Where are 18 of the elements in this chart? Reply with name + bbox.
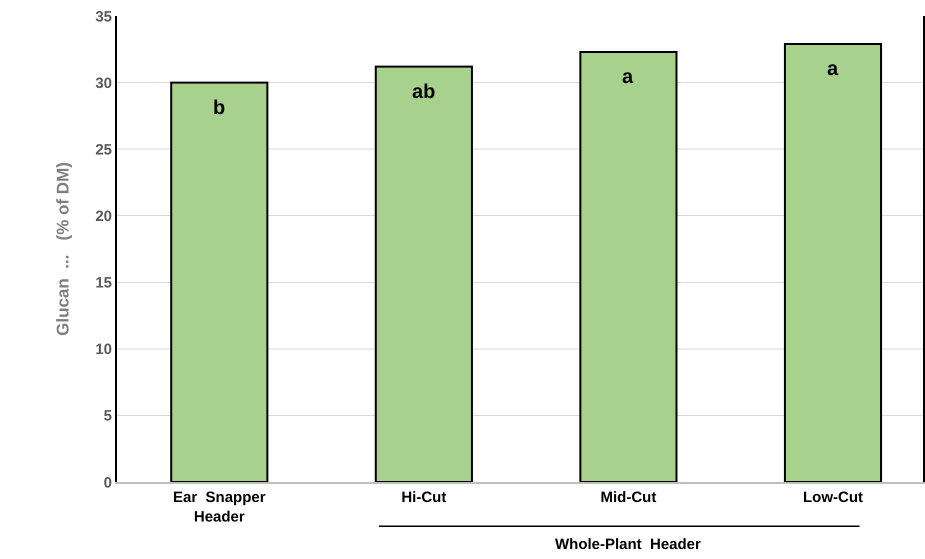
annotation: ab: [412, 81, 436, 103]
annotation: a: [622, 66, 634, 88]
y-tick-label: 20: [95, 208, 112, 225]
y-tick-label: 10: [95, 341, 112, 358]
y-tick-label: 25: [95, 141, 112, 158]
x-tick-label: Hi-Cut: [401, 489, 446, 506]
x-tick-label: Mid-Cut: [600, 489, 656, 506]
y-axis-title: Glucan ... (% of DM): [53, 162, 72, 336]
y-tick-label: 35: [95, 8, 112, 26]
annotation: b: [213, 97, 226, 119]
x-tick-label: Low-Cut: [803, 489, 863, 506]
y-tick-label: 5: [104, 408, 112, 425]
y-tick-label: 0: [104, 474, 112, 492]
y-tick-label: 30: [95, 74, 112, 92]
text: Whole-Plant Header: [555, 536, 702, 553]
x-tick-label: Ear Snapper Header: [173, 489, 266, 526]
y-tick-label: 15: [95, 274, 112, 292]
annotation: a: [827, 58, 839, 80]
